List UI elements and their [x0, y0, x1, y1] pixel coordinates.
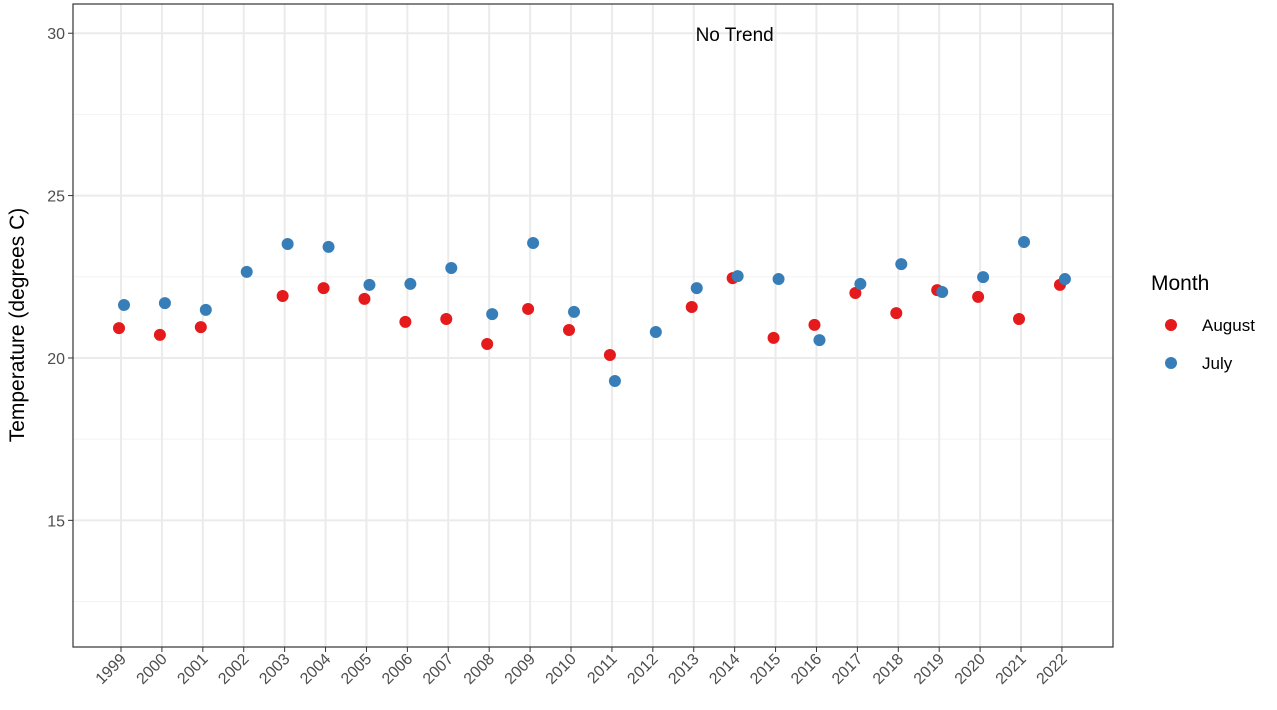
x-tick-label: 2016 — [788, 651, 825, 688]
point — [153, 328, 166, 341]
x-tick-label: 2018 — [870, 651, 907, 688]
y-tick-label: 15 — [47, 513, 65, 530]
y-tick-label: 20 — [47, 351, 65, 368]
x-tick-label: 2012 — [624, 651, 661, 688]
x-tick-label: 2022 — [1034, 651, 1071, 688]
point — [404, 277, 417, 290]
x-tick-label: 2014 — [706, 651, 743, 688]
point — [199, 303, 212, 316]
point — [317, 282, 330, 295]
x-tick-label: 2008 — [461, 651, 498, 688]
annotation: No Trend — [696, 25, 774, 46]
legend-title: Month — [1151, 272, 1209, 295]
point — [363, 278, 376, 291]
point — [1013, 313, 1026, 326]
point — [890, 307, 903, 320]
x-tick-label: 2013 — [665, 651, 702, 688]
point — [685, 300, 698, 313]
point — [522, 302, 535, 315]
point — [568, 305, 581, 318]
point — [808, 318, 821, 331]
point — [690, 282, 703, 295]
point — [977, 271, 990, 284]
legend-label: July — [1202, 354, 1233, 373]
x-tick-label: 2019 — [911, 651, 948, 688]
y-tick-label: 30 — [47, 26, 65, 43]
y-tick-label: 25 — [47, 189, 65, 206]
point — [563, 324, 576, 337]
x-tick-label: 2020 — [952, 651, 989, 688]
point — [731, 270, 744, 283]
point — [322, 240, 335, 253]
point — [895, 258, 908, 271]
point — [194, 321, 207, 334]
point — [240, 265, 253, 278]
x-tick-label: 2003 — [256, 651, 293, 688]
point — [481, 338, 494, 351]
point — [399, 315, 412, 328]
y-axis-title: Temperature (degrees C) — [6, 208, 29, 443]
point — [649, 325, 662, 338]
point — [440, 313, 453, 326]
point — [158, 297, 171, 310]
point — [276, 289, 289, 302]
point — [854, 277, 867, 290]
point — [281, 237, 294, 250]
panel-border — [72, 3, 1114, 648]
x-tick-label: 2004 — [297, 651, 334, 688]
point — [486, 308, 499, 321]
legend-label: August — [1202, 316, 1255, 335]
legend-key — [1165, 319, 1177, 331]
legend-key — [1165, 357, 1177, 369]
x-tick-label: 2017 — [829, 651, 866, 688]
point — [1018, 236, 1031, 249]
point — [813, 334, 826, 347]
point — [527, 237, 540, 250]
x-tick-label: 1999 — [93, 651, 130, 688]
point — [113, 322, 125, 335]
point — [445, 262, 458, 275]
point — [358, 292, 371, 305]
x-tick-label: 2009 — [502, 651, 539, 688]
x-tick-label: 2021 — [993, 651, 1030, 688]
x-tick-label: 2006 — [379, 651, 416, 688]
x-tick-label: 2010 — [543, 651, 580, 688]
point — [603, 349, 616, 362]
point — [608, 375, 621, 388]
point — [972, 290, 985, 303]
point — [772, 273, 785, 286]
x-tick-label: 2001 — [174, 651, 211, 688]
x-tick-label: 2005 — [338, 651, 375, 688]
point — [118, 299, 130, 312]
point — [936, 286, 949, 299]
point — [849, 287, 862, 300]
x-tick-label: 2015 — [747, 651, 784, 688]
x-tick-label: 2000 — [134, 651, 171, 688]
point — [1058, 273, 1071, 286]
x-tick-label: 2002 — [215, 651, 252, 688]
x-tick-label: 2011 — [584, 651, 620, 687]
point — [767, 331, 780, 344]
x-tick-label: 2007 — [420, 651, 457, 688]
